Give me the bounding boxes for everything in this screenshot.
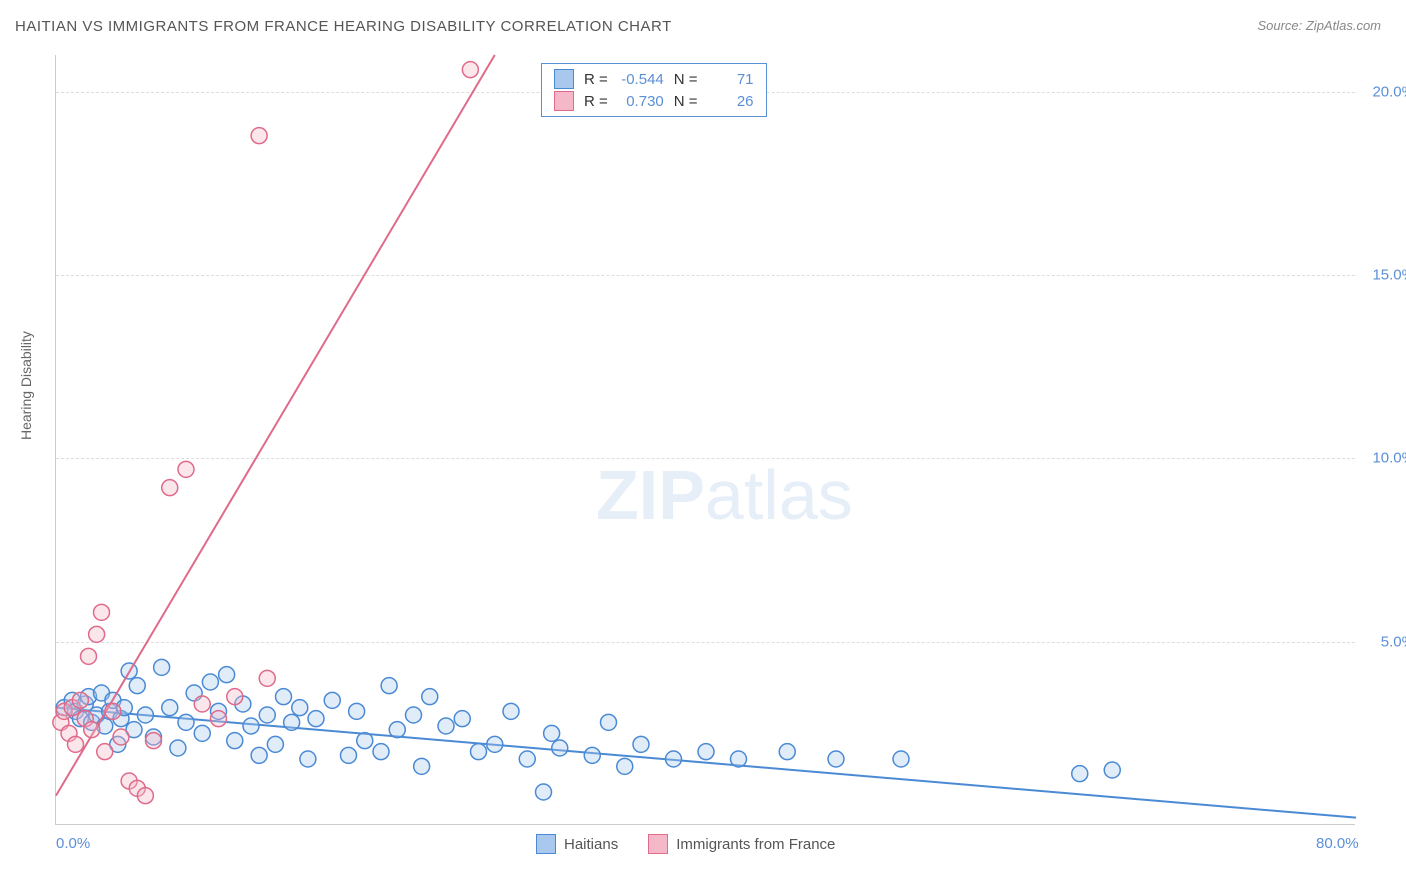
plot-area: ZIPatlas 5.0%10.0%15.0%20.0% R = -0.544 … [55,55,1355,825]
chart-title: HAITIAN VS IMMIGRANTS FROM FRANCE HEARIN… [15,18,672,35]
series-name-haitians: Haitians [564,836,618,853]
legend-r-label: R = [584,93,608,110]
swatch-france [554,91,574,111]
swatch-france [648,834,668,854]
legend-n-value-haitians: 71 [708,71,754,88]
legend-n-label: N = [674,71,698,88]
series-legend: Haitians Immigrants from France [536,834,835,854]
legend-n-value-france: 26 [708,93,754,110]
swatch-haitians [536,834,556,854]
legend-r-value-haitians: -0.544 [618,71,664,88]
series-legend-haitians: Haitians [536,834,618,854]
y-axis-label: Hearing Disability [18,331,34,440]
scatter-plot-svg [56,55,1355,824]
series-name-france: Immigrants from France [676,836,835,853]
legend-r-label: R = [584,71,608,88]
legend-n-label: N = [674,93,698,110]
source-attribution: Source: ZipAtlas.com [1257,18,1381,33]
correlation-legend: R = -0.544 N = 71 R = 0.730 N = 26 [541,63,767,117]
legend-r-value-france: 0.730 [618,93,664,110]
swatch-haitians [554,69,574,89]
legend-row-france: R = 0.730 N = 26 [554,90,754,112]
legend-row-haitians: R = -0.544 N = 71 [554,68,754,90]
series-legend-france: Immigrants from France [648,834,835,854]
chart-container: HAITIAN VS IMMIGRANTS FROM FRANCE HEARIN… [0,0,1406,892]
